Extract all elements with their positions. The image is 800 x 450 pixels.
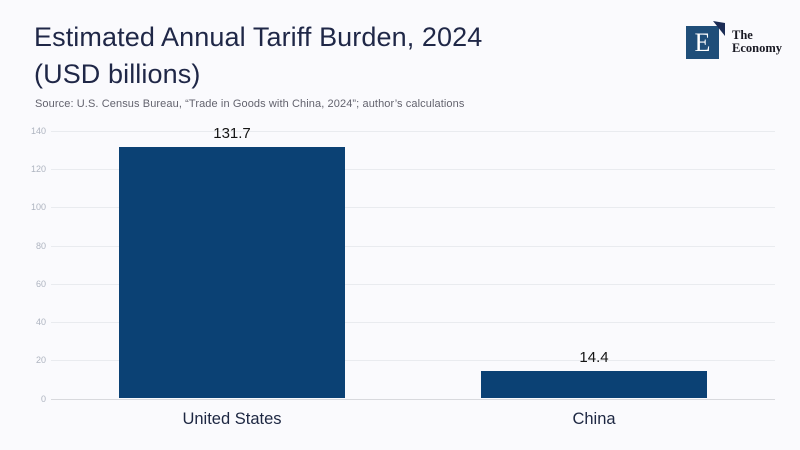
gridline-y-100 bbox=[51, 207, 775, 209]
y-axis-tick-140: 140 bbox=[30, 126, 46, 136]
y-axis-tick-0: 0 bbox=[40, 393, 46, 404]
bar-china bbox=[481, 370, 707, 399]
gridline-y-80 bbox=[51, 245, 775, 247]
logo-quote-icon bbox=[713, 21, 725, 36]
gridline-y-0 bbox=[51, 398, 775, 400]
logo-mark: E bbox=[686, 21, 725, 59]
bar-value-label: 131.7 bbox=[213, 124, 251, 142]
y-axis-tick-120: 120 bbox=[30, 164, 46, 175]
chart-title-line1: Estimated Annual Tariff Burden, 2024 bbox=[34, 22, 483, 52]
gridline-y-140 bbox=[51, 131, 775, 132]
x-axis-category-label: China bbox=[572, 410, 616, 428]
logo-letter: E bbox=[694, 28, 711, 57]
y-axis-tick-80: 80 bbox=[35, 240, 46, 251]
logo-wordmark: The Economy bbox=[732, 29, 782, 55]
chart-title-line2: (USD billions) bbox=[34, 59, 201, 89]
gridline-y-40 bbox=[51, 322, 775, 324]
bar-united-states bbox=[119, 146, 345, 399]
brand-logo: E The Economy bbox=[686, 20, 782, 59]
logo-wordmark-line2: Economy bbox=[732, 41, 782, 55]
gridline-y-120 bbox=[51, 169, 775, 171]
source-note: Source: U.S. Census Bureau, “Trade in Go… bbox=[35, 98, 465, 110]
bar-value-label: 14.4 bbox=[579, 348, 609, 366]
gridline-y-60 bbox=[51, 283, 775, 285]
y-axis-tick-100: 100 bbox=[30, 202, 46, 213]
y-axis-tick-60: 60 bbox=[35, 278, 46, 289]
logo-wordmark-line1: The bbox=[732, 28, 753, 42]
y-axis-tick-40: 40 bbox=[35, 317, 46, 328]
gridline-y-20 bbox=[51, 360, 775, 362]
chart-title: Estimated Annual Tariff Burden, 2024 (US… bbox=[34, 19, 482, 93]
x-axis-category-label: United States bbox=[182, 410, 282, 428]
y-axis-tick-20: 20 bbox=[35, 355, 46, 366]
